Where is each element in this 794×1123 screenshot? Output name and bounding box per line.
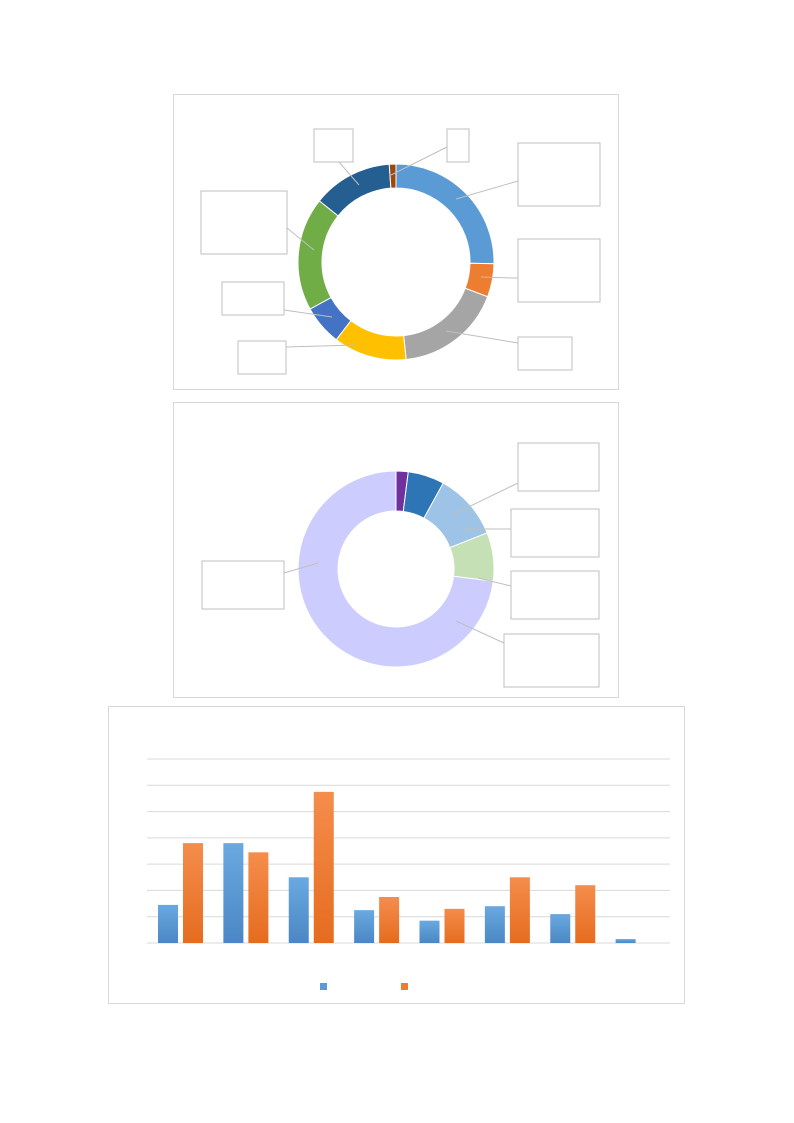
legend-swatch-series-1 xyxy=(320,983,327,990)
bar-series-2-cat-4 xyxy=(379,897,400,943)
bar-series-2-cat-5 xyxy=(444,908,465,943)
donut-2-label-box-4 xyxy=(503,633,600,688)
donut-2-leader-1 xyxy=(451,482,519,516)
donut-2-leader-3 xyxy=(477,577,512,587)
donut-1-leader-3 xyxy=(445,330,519,344)
bar-series-1-cat-8 xyxy=(615,939,636,943)
donut-chart-2-callouts xyxy=(201,442,600,688)
donut-1-label-box-1 xyxy=(517,142,601,207)
donut-1-leader-2 xyxy=(480,276,518,279)
donut-chart-1 xyxy=(173,94,619,390)
bar-series-1-cat-2 xyxy=(223,843,244,943)
bar-series-2-cat-3 xyxy=(313,791,334,943)
bar-series-2-cat-7 xyxy=(575,885,596,943)
donut-2-label-box-2 xyxy=(510,508,600,558)
bar-chart-canvas xyxy=(147,758,670,944)
bar-series-1-cat-4 xyxy=(354,910,375,943)
donut-chart-1-canvas xyxy=(200,128,601,375)
donut-1-leader-1 xyxy=(455,180,519,200)
bar-series-1-cat-5 xyxy=(419,920,440,943)
bar-series-2-cat-2 xyxy=(248,852,269,943)
donut-2-label-box-1 xyxy=(517,442,600,492)
donut-1-label-box-4 xyxy=(237,340,287,375)
bar-series-1-cat-6 xyxy=(484,906,505,943)
donut-1-label-box-2 xyxy=(517,238,601,303)
donut-1-slice-7 xyxy=(318,163,392,217)
donut-1-slice-6 xyxy=(297,200,339,310)
donut-1-leader-7 xyxy=(338,161,360,186)
donut-1-leader-8 xyxy=(390,146,448,176)
donut-1-slice-3 xyxy=(403,287,489,361)
donut-1-leader-6 xyxy=(286,227,315,251)
donut-1-slice-1 xyxy=(395,163,495,265)
bar-series-1-cat-1 xyxy=(158,904,178,943)
donut-1-label-box-8 xyxy=(446,128,470,163)
donut-1-leader-4 xyxy=(285,344,357,348)
donut-1-label-box-5 xyxy=(221,281,285,316)
donut-2-leader-5 xyxy=(283,562,319,574)
donut-2-label-box-5 xyxy=(201,560,285,610)
bar-series-2-cat-6 xyxy=(509,877,530,943)
donut-1-label-box-7 xyxy=(313,128,354,163)
bar-series-2-cat-1 xyxy=(183,843,203,943)
donut-1-label-box-3 xyxy=(517,336,573,371)
donut-2-slice-5 xyxy=(297,470,494,668)
donut-1-label-box-6 xyxy=(200,190,288,255)
donut-1-leader-5 xyxy=(283,309,333,318)
donut-2-label-box-3 xyxy=(510,570,600,620)
legend-swatch-series-2 xyxy=(401,983,408,990)
bar-series-1-cat-7 xyxy=(550,914,571,943)
donut-2-leader-4 xyxy=(455,620,505,644)
donut-1-slice-8 xyxy=(388,163,397,189)
donut-chart-2 xyxy=(173,402,619,698)
bar-series-1-cat-3 xyxy=(288,877,309,943)
bar-chart xyxy=(108,706,685,1004)
donut-chart-1-callouts xyxy=(200,128,601,375)
donut-chart-2-canvas xyxy=(201,442,600,688)
